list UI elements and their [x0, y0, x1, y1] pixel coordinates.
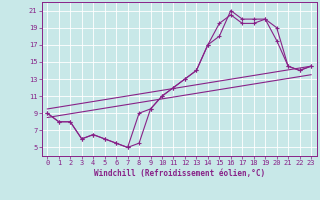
- X-axis label: Windchill (Refroidissement éolien,°C): Windchill (Refroidissement éolien,°C): [94, 169, 265, 178]
